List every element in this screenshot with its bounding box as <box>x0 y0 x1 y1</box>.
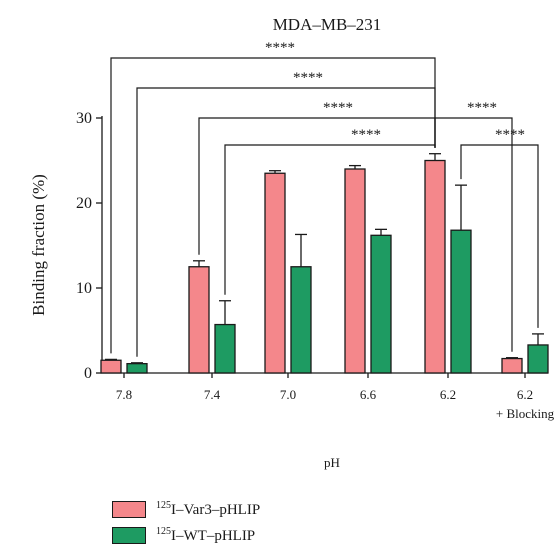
significance-label: **** <box>351 127 381 143</box>
legend-label-wt: 125I–WT–pHLIP <box>156 525 256 544</box>
bar <box>370 234 392 374</box>
y-tick-label: 20 <box>76 195 92 212</box>
legend-item-var3: 125I–Var3–pHLIP <box>112 498 260 520</box>
bar <box>100 359 122 374</box>
bars <box>100 153 549 374</box>
significance-bracket <box>198 117 436 255</box>
x-tick-note: + Blocking <box>496 406 555 421</box>
bar <box>264 172 286 374</box>
y-tick-label: 10 <box>76 280 92 297</box>
bar <box>344 168 366 374</box>
significance-label: **** <box>495 127 525 143</box>
legend-swatch-var3 <box>112 500 146 518</box>
x-axis-label: pH <box>324 455 340 470</box>
bar <box>214 323 236 374</box>
significance-bracket <box>224 144 436 295</box>
bar <box>424 159 446 374</box>
significance-label: **** <box>265 40 295 56</box>
bar <box>527 344 549 374</box>
significance-label: **** <box>323 100 353 116</box>
y-axis-label: Binding fraction (%) <box>29 174 48 316</box>
x-tick-label: 7.8 <box>116 387 132 402</box>
legend-swatch-wt <box>112 526 146 544</box>
axes: 0 10 20 30 7.8 7.4 7.0 6.6 6.2 6.2 + Blocking <box>76 110 555 421</box>
x-tick-label: 6.2 <box>517 387 533 402</box>
bar <box>188 266 210 374</box>
significance-bracket <box>460 144 539 328</box>
significance-brackets: ************************ <box>110 40 539 357</box>
significance-label: **** <box>467 100 497 116</box>
bar <box>501 357 523 374</box>
significance-label: **** <box>293 70 323 86</box>
y-tick-label: 0 <box>84 365 92 382</box>
bar <box>126 362 148 374</box>
significance-bracket <box>434 117 513 352</box>
legend-label-var3: 125I–Var3–pHLIP <box>156 499 261 518</box>
bar <box>450 229 472 374</box>
y-tick-label: 30 <box>76 110 92 127</box>
x-tick-label: 7.4 <box>204 387 221 402</box>
bar <box>290 266 312 374</box>
chart-title: MDA–MB–231 <box>273 15 382 34</box>
x-tick-label: 6.6 <box>360 387 377 402</box>
legend-item-wt: 125I–WT–pHLIP <box>112 524 260 546</box>
legend: 125I–Var3–pHLIP 125I–WT–pHLIP <box>112 498 260 550</box>
x-tick-label: 7.0 <box>280 387 296 402</box>
x-tick-label: 6.2 <box>440 387 456 402</box>
